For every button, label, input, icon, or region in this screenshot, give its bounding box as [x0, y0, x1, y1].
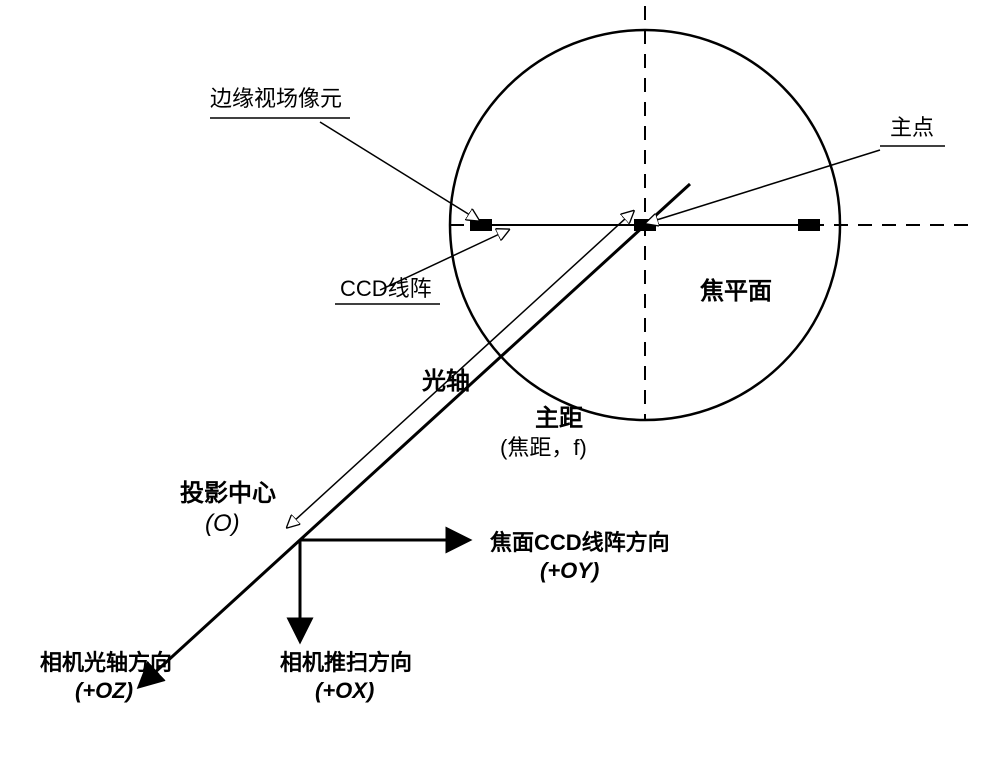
label-ox-1: 相机推扫方向 [280, 650, 412, 676]
label-oy-2: (+OY) [540, 558, 599, 584]
pixel-0 [470, 219, 492, 231]
label-oy-1: 焦面CCD线阵方向 [490, 530, 670, 556]
label-oz-1: 相机光轴方向 [40, 650, 172, 676]
label-ccd-array: CCD线阵 [340, 276, 432, 302]
leader-principal-point [647, 150, 880, 223]
label-projection-center: 投影中心 [180, 480, 276, 509]
diagram-stage: 边缘视场像元 主点 CCD线阵 焦平面 光轴 主距 (焦距，f) 投影中心 (O… [0, 0, 1000, 757]
label-focal-plane: 焦平面 [700, 278, 772, 307]
optical-axis [140, 184, 690, 686]
label-principal-pt: 主点 [890, 115, 934, 141]
label-optical-axis: 光轴 [422, 368, 470, 397]
label-projection-center-sym: (O) [205, 510, 240, 539]
diagram-svg [0, 0, 1000, 757]
label-edge-pixel: 边缘视场像元 [210, 86, 342, 112]
pixel-2 [798, 219, 820, 231]
label-ox-2: (+OX) [315, 678, 374, 704]
leader-edge-pixel [320, 122, 478, 220]
label-principal-distance: 主距 [535, 405, 583, 434]
label-oz-2: (+OZ) [75, 678, 133, 704]
label-focal-length: (焦距，f) [500, 435, 587, 461]
